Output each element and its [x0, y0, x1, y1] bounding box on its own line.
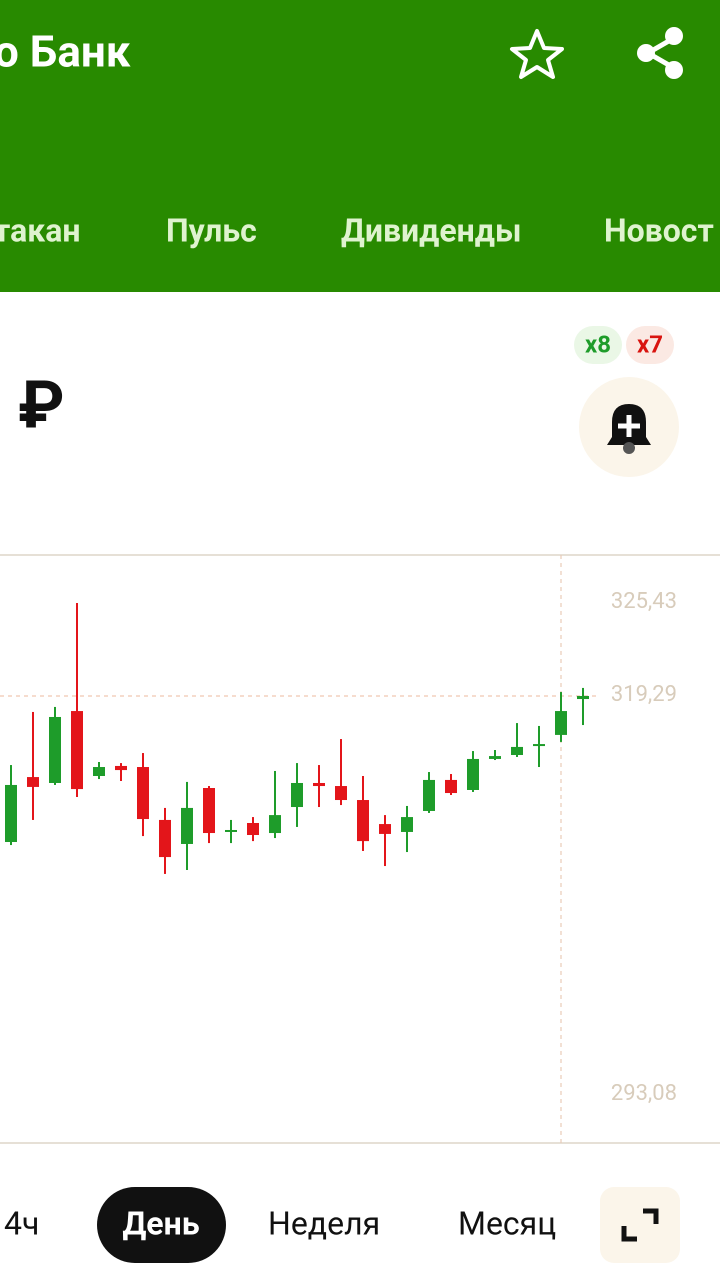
candle-body: [27, 777, 39, 787]
tab[interactable]: Дивиденды: [341, 211, 521, 249]
candle-body: [401, 817, 413, 832]
tab[interactable]: Новост: [604, 211, 714, 249]
period-option[interactable]: Неделя: [268, 1204, 380, 1242]
tab[interactable]: Пульс: [166, 211, 257, 249]
period-option[interactable]: 4ч: [4, 1204, 39, 1242]
candle-body: [577, 695, 589, 700]
candle-body: [291, 782, 303, 808]
alert-button[interactable]: [579, 377, 679, 477]
candle-body: [533, 744, 545, 747]
badge-up: x8: [585, 330, 611, 358]
candle-body: [445, 779, 457, 794]
tab[interactable]: такан: [0, 211, 80, 249]
favorite-button[interactable]: [510, 29, 564, 79]
candle-body: [467, 758, 479, 790]
candle-body: [159, 819, 171, 858]
candle-body: [357, 800, 369, 842]
candle-body: [555, 711, 567, 735]
candle-body: [511, 746, 523, 756]
candle-body: [225, 829, 237, 832]
period-option[interactable]: День: [122, 1204, 199, 1242]
header-title: о Банк: [0, 26, 131, 78]
y-tick-label: 319,29: [611, 682, 677, 707]
candle-body: [93, 767, 105, 776]
candle-body: [379, 824, 391, 834]
candle-body: [247, 822, 259, 836]
period-selected-bg: [97, 1187, 226, 1263]
expand-button[interactable]: [600, 1187, 680, 1263]
candlestick-chart: 293,08 319,29 325,43: [0, 589, 677, 1106]
badge-bg: [574, 326, 622, 364]
badge-down: x7: [637, 330, 663, 358]
candle-body: [269, 815, 281, 834]
share-button[interactable]: [637, 27, 683, 79]
candle-body: [335, 786, 347, 801]
badge-bg: [626, 326, 674, 364]
header-bar: [0, 0, 720, 292]
candle-body: [423, 779, 435, 811]
candle-body: [489, 756, 501, 759]
period-option[interactable]: Месяц: [458, 1204, 556, 1242]
y-tick-label: 325,43: [611, 589, 677, 614]
currency-symbol: ₽: [18, 367, 65, 444]
candle-body: [49, 716, 61, 783]
y-tick-label: 293,08: [611, 1081, 677, 1106]
candle-body: [115, 765, 127, 771]
candle-body: [181, 807, 193, 844]
candle-body: [313, 782, 325, 787]
candle-body: [137, 767, 149, 820]
candle-body: [71, 711, 83, 790]
candle-body: [203, 788, 215, 834]
candle-body: [5, 784, 17, 843]
